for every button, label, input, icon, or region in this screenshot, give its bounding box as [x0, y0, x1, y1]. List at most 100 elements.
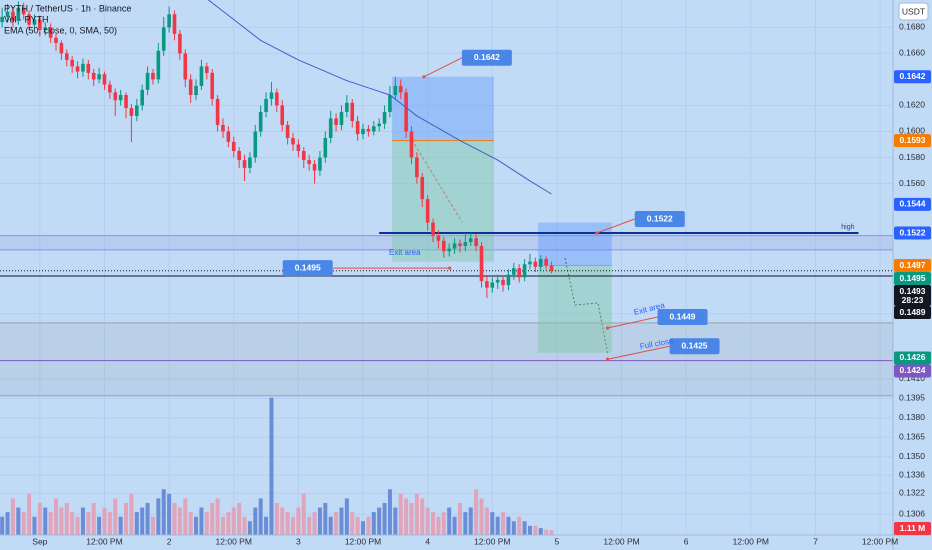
candle-body: [291, 137, 295, 145]
volume-bar: [274, 502, 279, 535]
volume-bar: [474, 489, 479, 535]
x-tick-label: 5: [555, 536, 560, 546]
candle-body: [307, 160, 311, 165]
x-tick-label: 4: [425, 536, 430, 546]
volume-bar: [140, 507, 145, 535]
callout-label: 0.1449: [670, 311, 696, 321]
volume-bar: [296, 507, 301, 535]
candle-body: [409, 131, 414, 158]
currency-button[interactable]: [898, 2, 929, 21]
volume-bar: [5, 512, 10, 535]
price-tag-label: 0.1424: [900, 365, 926, 375]
candle-body: [285, 124, 290, 138]
candle-body: [188, 79, 193, 96]
candle-body: [16, 7, 21, 21]
price-tag: [894, 306, 931, 320]
candle-body: [161, 27, 166, 51]
volume-bar: [323, 502, 328, 535]
volume-bar: [37, 502, 42, 535]
volume-bar: [420, 498, 425, 535]
price-tag-label: 0.1495: [900, 273, 926, 283]
candle-body: [264, 98, 268, 112]
y-tick-label: 0.1680: [899, 22, 925, 32]
candle-body: [528, 261, 532, 265]
volume-bar: [10, 498, 15, 535]
candle-body: [404, 92, 408, 132]
candle-body: [0, 16, 4, 23]
volume-bar: [290, 516, 295, 535]
volume-bar: [544, 529, 549, 535]
x-tick-label: 12:00 PM: [474, 536, 510, 546]
volume-bar: [506, 516, 511, 535]
volume-bar: [382, 502, 387, 535]
currency[interactable]: USDT: [902, 6, 925, 16]
volume-bar: [501, 512, 506, 535]
candle-body: [183, 53, 188, 80]
candle-body: [350, 102, 355, 122]
candle-body: [339, 111, 344, 125]
volume-bar: [398, 493, 403, 535]
candle-body: [415, 157, 419, 178]
callout-label: 0.1522: [647, 213, 673, 223]
candle-body: [506, 274, 511, 286]
candle-body: [296, 144, 301, 151]
volume-bar: [0, 516, 5, 535]
candle-body: [275, 92, 279, 106]
candle-body: [512, 268, 516, 275]
candle-body: [178, 33, 182, 54]
candle-body: [431, 222, 435, 236]
candle-body: [140, 89, 144, 106]
candle-body: [156, 50, 161, 80]
price-tag-label: 0.1522: [900, 227, 926, 237]
price-tag-label: 0.1426: [900, 352, 926, 362]
volume-bar: [468, 507, 473, 535]
volume-bar: [70, 512, 75, 535]
volume-bar: [484, 507, 489, 535]
volume-bar: [409, 502, 414, 535]
volume-bar: [97, 516, 102, 535]
callout-box: [461, 49, 512, 66]
trade-path: [411, 139, 463, 223]
y-tick-label: 0.1380: [899, 412, 925, 422]
volume-bar: [285, 512, 290, 535]
callout-anchor: [595, 231, 599, 235]
plot-area: high 0.1642 0.1495 0.1522 0.1449 0.1425 Exit a…: [0, 0, 893, 535]
volume-bar: [226, 512, 231, 535]
volume-bar: [177, 507, 182, 535]
volume-bar: [366, 516, 371, 535]
x-tick-label: 12:00 PM: [216, 536, 252, 546]
volume-bar: [150, 516, 155, 535]
volume-bar: [54, 498, 59, 535]
volume-bar: [436, 516, 441, 535]
y-tick-label: 0.1365: [899, 432, 925, 442]
candle-body: [436, 235, 441, 241]
volume-bar: [522, 521, 527, 535]
y-tick-label: 0.1336: [899, 469, 925, 479]
volume-bar: [188, 512, 193, 535]
candle-body: [194, 85, 198, 96]
volume-bar: [344, 498, 349, 535]
candle-body: [495, 279, 500, 283]
volume-bar: [32, 516, 37, 535]
candle-body: [91, 72, 96, 80]
volume-bar: [425, 507, 430, 535]
volume-bar: [48, 512, 53, 535]
candle-body: [538, 259, 543, 267]
price-tag: [894, 364, 931, 378]
price-tag: [894, 226, 931, 240]
trade-path: [564, 257, 609, 356]
candle-body: [221, 124, 225, 132]
volume-tag-label: 1.11 M: [900, 523, 926, 533]
candle-body: [5, 11, 10, 17]
y-tick-label: 0.1322: [899, 488, 925, 498]
candle-body: [145, 72, 150, 90]
candle-body: [522, 264, 527, 278]
volume-bar: [495, 516, 500, 535]
volume-bar: [452, 516, 457, 535]
candle-body: [398, 85, 403, 93]
volume-bar: [328, 516, 333, 535]
volume-bar: [80, 507, 85, 535]
volume-bar: [371, 512, 376, 535]
volume-bar: [431, 512, 436, 535]
